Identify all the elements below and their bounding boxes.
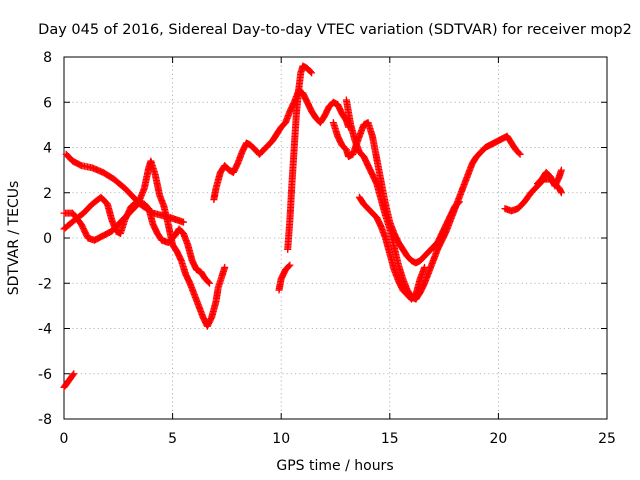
data-point [421,263,429,271]
data-point [286,261,294,269]
series-seg-i [342,96,524,303]
series-seg-l [533,166,565,190]
data-point [515,149,523,157]
data-point [557,166,565,174]
x-tick-label: 20 [489,431,507,447]
series-seg-g [284,62,316,253]
series-seg-j [355,193,429,303]
data-point [69,371,77,379]
data-points [60,62,565,391]
x-tick-label: 25 [598,431,616,447]
plot-frame [63,56,608,420]
data-point [285,262,293,270]
y-tick-label: -6 [38,367,52,383]
data-point [206,279,214,287]
y-tick-label: -2 [38,276,52,292]
x-tick-label: 10 [272,431,290,447]
data-point [307,68,315,76]
y-tick-label: 4 [43,141,52,157]
data-point [221,263,229,271]
data-point [70,370,78,378]
x-axis-label: GPS time / hours [276,458,393,474]
axis-ticks: 0 5 10 15 20 25 -8 -6 -4 -2 0 2 4 6 8 [38,50,616,447]
grid-lines [64,57,607,419]
y-tick-label: 6 [43,95,52,111]
y-tick-label: -8 [38,412,52,428]
x-tick-label: 15 [381,431,399,447]
y-tick-label: 2 [43,186,52,202]
y-tick-label: 8 [43,50,52,66]
chart-title: Day 045 of 2016, Sidereal Day-to-day VTE… [38,22,632,38]
data-point [204,278,212,286]
series-seg-f [275,261,294,294]
y-axis-label: SDTVAR / TECUs [6,181,22,296]
data-point [516,150,524,158]
data-point [179,218,187,226]
data-point [308,69,316,77]
y-tick-label: -4 [38,322,52,338]
x-tick-label: 0 [60,431,69,447]
series-seg-d [60,157,229,330]
y-tick-label: 0 [43,231,52,247]
series-seg-a [60,370,78,391]
x-tick-label: 5 [168,431,177,447]
data-point [557,189,565,197]
